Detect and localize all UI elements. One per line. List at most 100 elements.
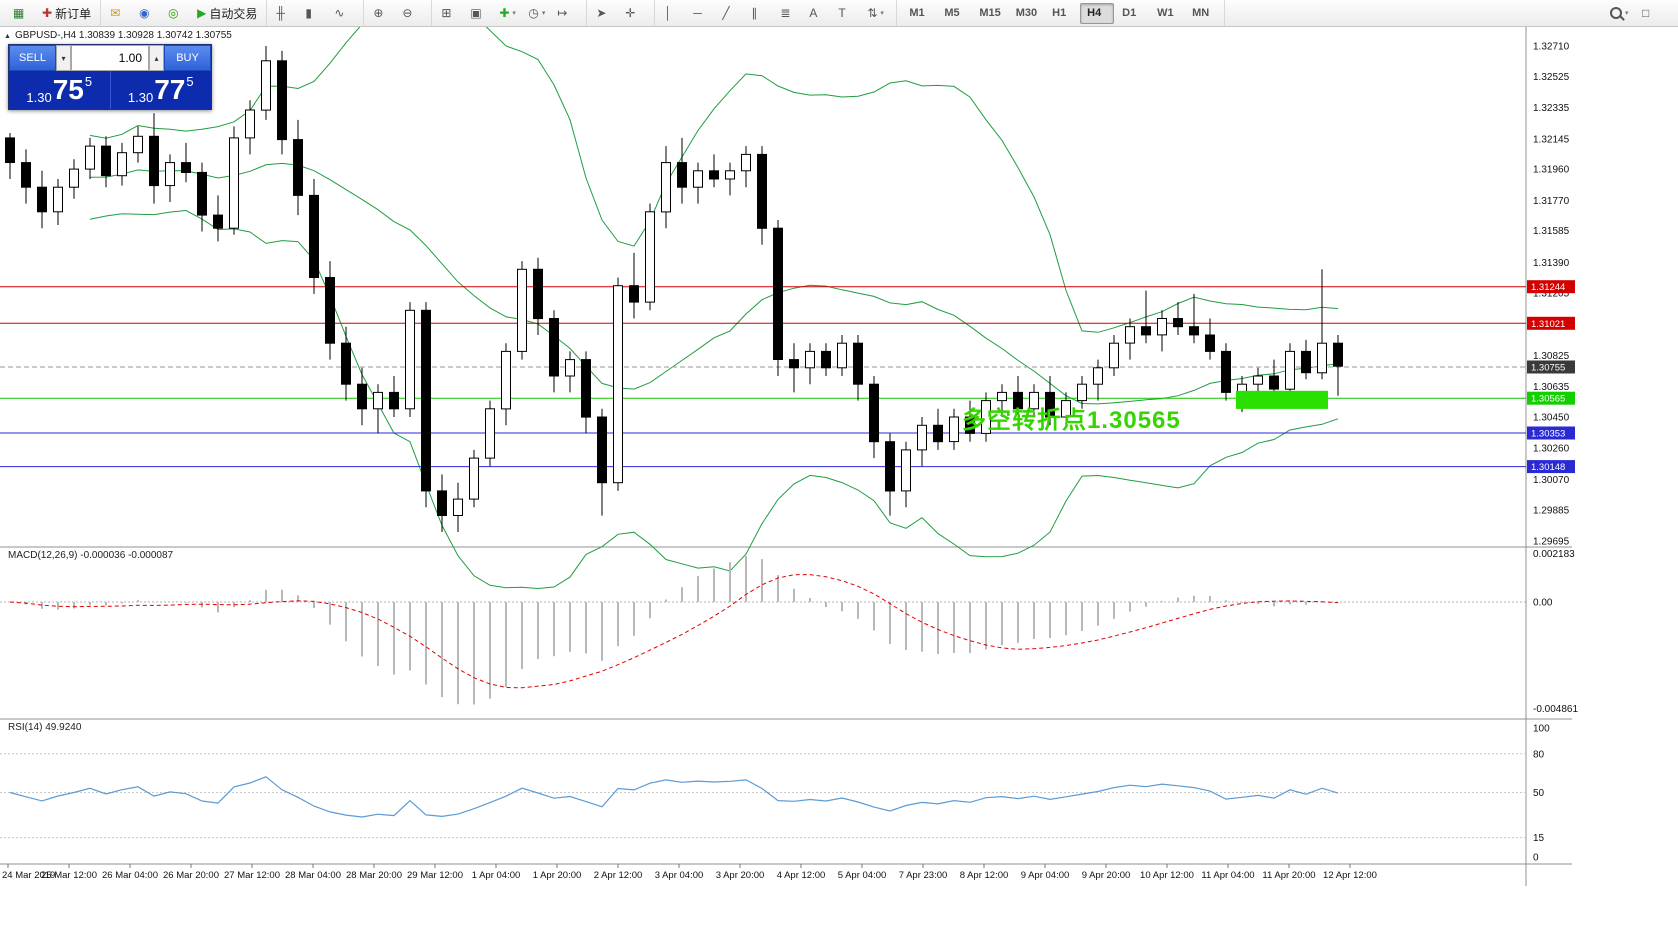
price-badge-1.30148[interactable] xyxy=(1527,460,1575,474)
timeframe-h4-button[interactable]: H4 xyxy=(1080,2,1115,24)
accounts-icon[interactable]: ◉ xyxy=(135,2,163,25)
sell-button[interactable]: SELL xyxy=(9,45,56,71)
search-button[interactable]: ▾ xyxy=(1606,2,1634,25)
svg-text:100: 100 xyxy=(1533,724,1550,735)
mail-icon[interactable]: ✉ xyxy=(106,2,134,25)
zoom-out-icon-glyph: ⊖ xyxy=(402,6,413,20)
new-chart-icon[interactable]: ✚ ▾ xyxy=(495,2,523,25)
cursor-icon[interactable]: ➤ xyxy=(592,2,620,25)
bar-chart-icon[interactable]: ╫ xyxy=(272,2,300,25)
auto-arrange-icon[interactable]: ▣ xyxy=(466,2,494,25)
rsi-value: 49.9240 xyxy=(45,722,82,733)
price-badge-1.31244[interactable] xyxy=(1527,280,1575,294)
svg-text:0.00: 0.00 xyxy=(1533,598,1553,609)
zoom-out-icon[interactable]: ⊖ xyxy=(398,2,426,25)
buy-price-display[interactable]: 1.30 77 5 xyxy=(111,71,212,109)
macd-signal-line xyxy=(9,574,1339,689)
svg-text:2 Apr 12:00: 2 Apr 12:00 xyxy=(594,870,643,881)
autotrading-button[interactable]: ▶ 自动交易 xyxy=(193,2,261,25)
chart-window-icon[interactable]: ▦ xyxy=(9,2,37,25)
svg-text:10 Apr 12:00: 10 Apr 12:00 xyxy=(1140,870,1194,881)
layout-icon[interactable]: □ xyxy=(1638,2,1666,25)
candlestick-chart-icon[interactable]: ▮ xyxy=(301,2,329,25)
cursor-icon-glyph: ➤ xyxy=(596,6,607,20)
svg-text:1.32145: 1.32145 xyxy=(1533,134,1570,145)
candlestick-chart-icon-glyph: ▮ xyxy=(305,6,312,20)
chart-shift-icon-glyph: ↦ xyxy=(557,6,568,20)
rsi-name: RSI(14) xyxy=(8,722,43,733)
cycles-icon-caret[interactable]: ▾ xyxy=(541,10,546,17)
text-icon[interactable]: A xyxy=(805,2,833,25)
svg-text:1.31960: 1.31960 xyxy=(1533,165,1570,176)
price-badge-1.31021[interactable] xyxy=(1527,316,1575,330)
macd-panel: 0.002183 0.00 -0.004861 xyxy=(0,549,1578,715)
svg-text:1.30565: 1.30565 xyxy=(1531,394,1565,405)
tile-windows-icon-glyph: ⊞ xyxy=(441,6,452,20)
price-badge-1.30565[interactable] xyxy=(1527,391,1575,405)
timeframe-m5-button[interactable]: M5 xyxy=(944,7,960,19)
text-label-icon[interactable]: T xyxy=(834,2,862,25)
toolbar: ▦ ✚ 新订单 ✉ ◉ ◎ ▶ 自动交易 ╫ ▮ ∿ ⊕ ⊖ ⊞ ▣ ✚ ▾ ◷ ▾ ↦ ➤ ✛ │ ─ ╱ ∥ ≣ A T ⇅ ▾ M1 M5… xyxy=(0,0,1678,27)
chart-shift-icon[interactable]: ↦ xyxy=(553,2,581,25)
timeframe-mn-button[interactable]: MN xyxy=(1192,7,1210,19)
trendline-icon[interactable]: ╱ xyxy=(718,2,746,25)
buy-price-sup: 5 xyxy=(186,74,194,89)
svg-text:1.29695: 1.29695 xyxy=(1533,537,1570,548)
buy-button[interactable]: BUY xyxy=(164,45,211,71)
zoom-in-icon[interactable]: ⊕ xyxy=(369,2,397,25)
timeframe-m1-button[interactable]: M1 xyxy=(909,7,925,19)
timeframe-w1-button[interactable]: W1 xyxy=(1157,7,1174,19)
horizontal-line-icon[interactable]: ─ xyxy=(689,2,717,25)
svg-text:7 Apr 23:00: 7 Apr 23:00 xyxy=(899,870,948,881)
svg-text:1.31390: 1.31390 xyxy=(1533,258,1570,269)
svg-text:12 Apr 12:00: 12 Apr 12:00 xyxy=(1323,870,1377,881)
ohlc-text: 1.30839 1.30928 1.30742 1.30755 xyxy=(78,30,232,41)
cycles-icon[interactable]: ◷ ▾ xyxy=(524,2,552,25)
volume-input[interactable] xyxy=(71,45,149,71)
fibonacci-icon[interactable]: ≣ xyxy=(776,2,804,25)
volume-decrease-button[interactable]: ▾ xyxy=(56,45,71,71)
svg-text:0: 0 xyxy=(1533,853,1539,864)
svg-text:1.31244: 1.31244 xyxy=(1531,282,1565,293)
channel-icon-glyph: ∥ xyxy=(751,6,758,20)
turning-point-highlight-box[interactable] xyxy=(1236,390,1328,409)
sell-price-display[interactable]: 1.30 75 5 xyxy=(9,71,111,109)
svg-text:-0.004861: -0.004861 xyxy=(1533,704,1578,715)
arrows-icon-caret[interactable]: ▾ xyxy=(880,10,884,17)
layout-icon-glyph: □ xyxy=(1642,6,1650,20)
horizontal-levels xyxy=(0,286,1526,468)
new-chart-icon-caret[interactable]: ▾ xyxy=(512,10,516,17)
new-order-button[interactable]: ✚ 新订单 xyxy=(38,2,95,25)
volume-increase-button[interactable]: ▴ xyxy=(149,45,164,71)
arrows-icon[interactable]: ⇅ ▾ xyxy=(863,2,891,25)
channel-icon[interactable]: ∥ xyxy=(747,2,775,25)
turning-point-annotation[interactable]: 多空转折点1.30565 xyxy=(962,407,1181,434)
bollinger-middle-line xyxy=(89,162,1339,405)
new-order-glyph: ✚ xyxy=(42,6,53,20)
timeframe-d1-button[interactable]: D1 xyxy=(1122,7,1137,19)
buy-price-prefix: 1.30 xyxy=(127,90,154,105)
timeframe-h1-button[interactable]: H1 xyxy=(1052,7,1067,19)
macd-name: MACD(12,26,9) xyxy=(8,550,78,561)
svg-text:1.31585: 1.31585 xyxy=(1533,226,1570,237)
timeframe-m30-button[interactable]: M30 xyxy=(1015,7,1038,19)
vertical-line-icon[interactable]: │ xyxy=(660,2,688,25)
svg-text:28 Mar 20:00: 28 Mar 20:00 xyxy=(346,870,402,881)
price-badge-1.30353[interactable] xyxy=(1527,426,1575,440)
price-axis[interactable]: 1.32710 1.32525 1.32335 1.32145 1.31960 1.317… xyxy=(1533,42,1570,548)
search-button-caret[interactable]: ▾ xyxy=(1625,10,1629,17)
line-chart-icon[interactable]: ∿ xyxy=(330,2,358,25)
timeframe-m15-button[interactable]: M15 xyxy=(979,7,1001,19)
svg-text:24 Mar 2019: 24 Mar 2019 xyxy=(2,870,55,881)
tile-windows-icon[interactable]: ⊞ xyxy=(437,2,465,25)
collapse-arrow-icon[interactable]: ▲ xyxy=(4,33,11,40)
price-badge-1.30755[interactable] xyxy=(1527,360,1575,374)
svg-text:0.002183: 0.002183 xyxy=(1533,549,1575,560)
buy-price-big: 77 xyxy=(154,74,186,105)
crosshair-icon[interactable]: ✛ xyxy=(621,2,649,25)
community-icon[interactable]: ◎ xyxy=(164,2,192,25)
horizontal-line-icon-glyph: ─ xyxy=(693,6,702,20)
